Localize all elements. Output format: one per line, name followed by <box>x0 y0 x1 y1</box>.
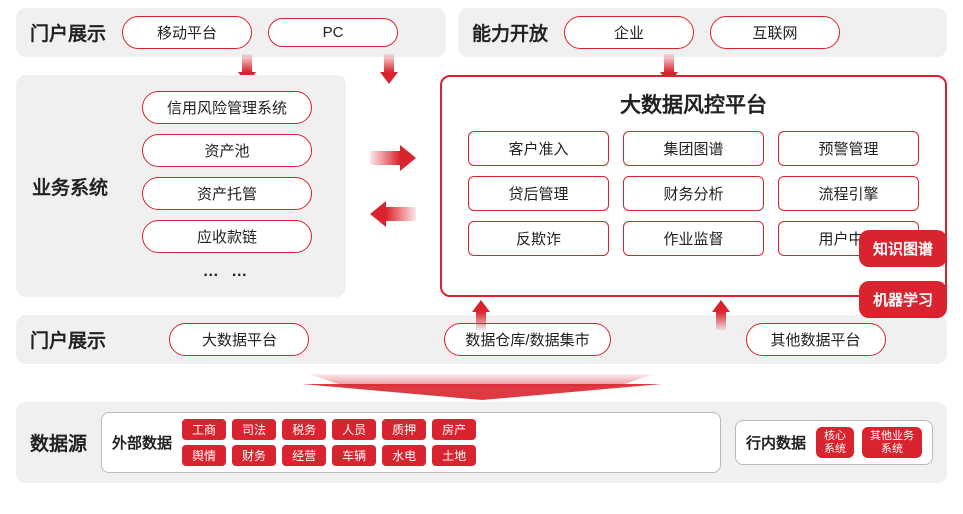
tag-sifa: 司法 <box>232 419 276 440</box>
module-ops-monitor: 作业监督 <box>623 221 764 256</box>
label-data-platforms: 门户展示 <box>30 326 106 353</box>
pill-enterprise: 企业 <box>564 16 694 49</box>
tag-other-system: 其他业务 系统 <box>862 427 922 457</box>
external-tags: 工商 司法 税务 人员 质押 房产 舆情 财务 经营 车辆 水电 土地 <box>182 419 476 466</box>
panel-portal: 门户展示 移动平台 PC <box>16 8 446 57</box>
pill-asset-pool: 资产池 <box>142 134 312 167</box>
panel-capability: 能力开放 企业 互联网 <box>458 8 947 57</box>
arrow-left-icon <box>370 201 416 227</box>
row-portal-capability: 门户展示 移动平台 PC 能力开放 企业 互联网 <box>16 8 947 57</box>
tag-zhiya: 质押 <box>382 419 426 440</box>
pill-dw-mart: 数据仓库/数据集市 <box>444 323 610 356</box>
tag-caiwu: 财务 <box>232 445 276 466</box>
tag-knowledge-graph: 知识图谱 <box>859 230 947 267</box>
panel-data-sources: 数据源 外部数据 工商 司法 税务 人员 质押 房产 舆情 财务 经营 车辆 水… <box>16 402 947 483</box>
label-capability: 能力开放 <box>472 19 548 46</box>
pill-asset-custody: 资产托管 <box>142 177 312 210</box>
tag-gongshang: 工商 <box>182 419 226 440</box>
arrows-bidirectional <box>358 75 428 297</box>
row-business-platform: 业务系统 信用风险管理系统 资产池 资产托管 应收款链 … … 大数据风控平台 … <box>16 75 947 297</box>
module-group-graph: 集团图谱 <box>623 131 764 166</box>
module-alert-mgmt: 预警管理 <box>778 131 919 166</box>
panel-data-platforms: 门户展示 大数据平台 数据仓库/数据集市 其他数据平台 <box>16 315 947 364</box>
row-data-platforms: 门户展示 大数据平台 数据仓库/数据集市 其他数据平台 <box>16 315 947 364</box>
label-portal: 门户展示 <box>30 19 106 46</box>
tag-yuqing: 舆情 <box>182 445 226 466</box>
arrow-wide-down-icon <box>302 374 662 400</box>
tag-machine-learning: 机器学习 <box>859 281 947 318</box>
arrow-right-icon <box>370 145 416 171</box>
business-systems-list: 信用风险管理系统 资产池 资产托管 应收款链 … … <box>124 91 330 281</box>
tag-shuidian: 水电 <box>382 445 426 466</box>
pill-other-data: 其他数据平台 <box>746 323 886 356</box>
tag-cheliang: 车辆 <box>332 445 376 466</box>
module-antifraud: 反欺诈 <box>468 221 609 256</box>
box-external-data: 外部数据 工商 司法 税务 人员 质押 房产 舆情 财务 经营 车辆 水电 土地 <box>101 412 721 473</box>
side-capability-tags: 知识图谱 机器学习 <box>859 230 947 318</box>
pill-pc: PC <box>268 18 398 47</box>
tag-fangchan: 房产 <box>432 419 476 440</box>
label-internal-data: 行内数据 <box>746 432 806 453</box>
module-post-loan: 贷后管理 <box>468 176 609 211</box>
tag-tudi: 土地 <box>432 445 476 466</box>
label-external-data: 外部数据 <box>112 432 172 453</box>
module-customer-access: 客户准入 <box>468 131 609 166</box>
tag-core-system: 核心 系统 <box>816 427 854 457</box>
internal-tags: 核心 系统 其他业务 系统 <box>816 427 922 457</box>
tag-renyuan: 人员 <box>332 419 376 440</box>
pill-mobile-platform: 移动平台 <box>122 16 252 49</box>
arrow-wide-down <box>16 374 947 400</box>
tag-jingying: 经营 <box>282 445 326 466</box>
pill-bigdata-platform: 大数据平台 <box>169 323 309 356</box>
tag-shuiwu: 税务 <box>282 419 326 440</box>
row-data-sources: 数据源 外部数据 工商 司法 税务 人员 质押 房产 舆情 财务 经营 车辆 水… <box>16 402 947 483</box>
module-workflow-engine: 流程引擎 <box>778 176 919 211</box>
label-data-sources: 数据源 <box>30 429 87 456</box>
module-finance-analysis: 财务分析 <box>623 176 764 211</box>
ellipsis: … … <box>203 263 251 281</box>
panel-business-systems: 业务系统 信用风险管理系统 资产池 资产托管 应收款链 … … <box>16 75 346 297</box>
label-business-systems: 业务系统 <box>32 173 108 200</box>
data-platforms-list: 大数据平台 数据仓库/数据集市 其他数据平台 <box>122 323 933 356</box>
pill-credit-risk: 信用风险管理系统 <box>142 91 312 124</box>
box-internal-data: 行内数据 核心 系统 其他业务 系统 <box>735 420 933 464</box>
pill-receivables: 应收款链 <box>142 220 312 253</box>
risk-platform-title: 大数据风控平台 <box>458 89 929 119</box>
pill-internet: 互联网 <box>710 16 840 49</box>
